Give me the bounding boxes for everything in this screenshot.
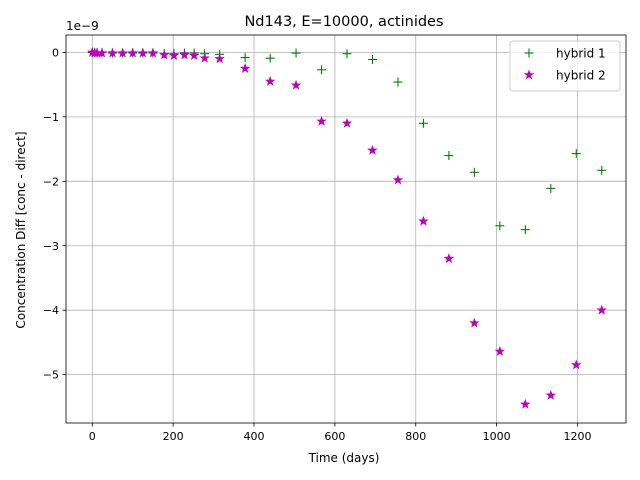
y-axis-scale-label: 1e−9	[66, 19, 99, 33]
data-point	[239, 63, 251, 73]
y-tick-label: −2	[43, 175, 59, 188]
data-point	[265, 53, 275, 63]
data-point	[495, 221, 505, 231]
y-tick-label: −4	[43, 304, 59, 317]
data-point	[168, 50, 180, 61]
data-point	[341, 117, 353, 128]
chart-title: Nd143, E=10000, actinides	[244, 14, 443, 30]
data-point	[179, 49, 190, 60]
y-axis-label: Concentration Diff [conc - direct]	[14, 131, 28, 328]
x-tick-label: 1000	[483, 430, 511, 443]
y-tick-label: −5	[43, 369, 59, 382]
axes: 0 200 400 600 800 1000 1200 0 −1 −2 −3 −4 −5	[43, 34, 627, 443]
data-point	[418, 118, 428, 128]
x-tick-label: 800	[405, 430, 426, 443]
data-point	[107, 47, 118, 58]
data-point	[393, 77, 403, 87]
data-point	[418, 215, 429, 226]
data-point	[546, 183, 556, 193]
grid	[66, 35, 626, 423]
data-point	[316, 115, 327, 126]
data-point	[571, 359, 582, 370]
x-tick-label: 400	[244, 430, 265, 443]
y-tick-label: −3	[43, 240, 59, 253]
legend-marker	[523, 69, 535, 80]
data-point	[367, 144, 378, 155]
data-point	[367, 54, 377, 64]
data-point	[520, 225, 530, 235]
data-point	[127, 47, 138, 58]
data-point	[571, 149, 581, 159]
data-point	[469, 317, 480, 328]
data-point	[545, 389, 557, 400]
legend-label: hybrid 1	[556, 47, 606, 61]
x-tick-label: 0	[89, 430, 96, 443]
data-point	[469, 167, 479, 177]
y-tick-label: −1	[43, 111, 59, 124]
data-point	[188, 50, 200, 61]
data-point	[596, 304, 607, 315]
legend: hybrid 1 hybrid 2	[509, 40, 621, 92]
data-point	[240, 53, 250, 63]
data-point	[597, 165, 607, 175]
data-point	[214, 53, 225, 64]
data-point	[199, 52, 210, 63]
y-tick-label: 0	[52, 46, 59, 59]
data-point	[443, 253, 455, 264]
data-point	[264, 75, 276, 86]
plot-frame	[65, 34, 627, 424]
data-point	[159, 49, 170, 60]
data-point	[520, 398, 531, 409]
data-point	[147, 47, 159, 58]
legend-box	[509, 40, 621, 92]
data-point	[342, 49, 352, 59]
data-point	[392, 174, 404, 185]
data-point	[137, 47, 149, 58]
legend-marker	[524, 48, 534, 58]
x-tick-label: 600	[324, 430, 345, 443]
x-axis-label: Time (days)	[308, 451, 380, 465]
data-point	[317, 65, 327, 75]
data-marks	[87, 46, 607, 409]
series-hybrid-2	[87, 46, 607, 409]
x-tick-label: 200	[163, 430, 184, 443]
data-point	[291, 48, 301, 58]
x-tick-label: 1200	[563, 430, 591, 443]
legend-label: hybrid 2	[556, 69, 606, 83]
data-point	[494, 345, 506, 356]
data-point	[96, 47, 108, 58]
data-point	[290, 79, 302, 90]
data-point	[117, 47, 128, 58]
data-point	[444, 151, 454, 161]
